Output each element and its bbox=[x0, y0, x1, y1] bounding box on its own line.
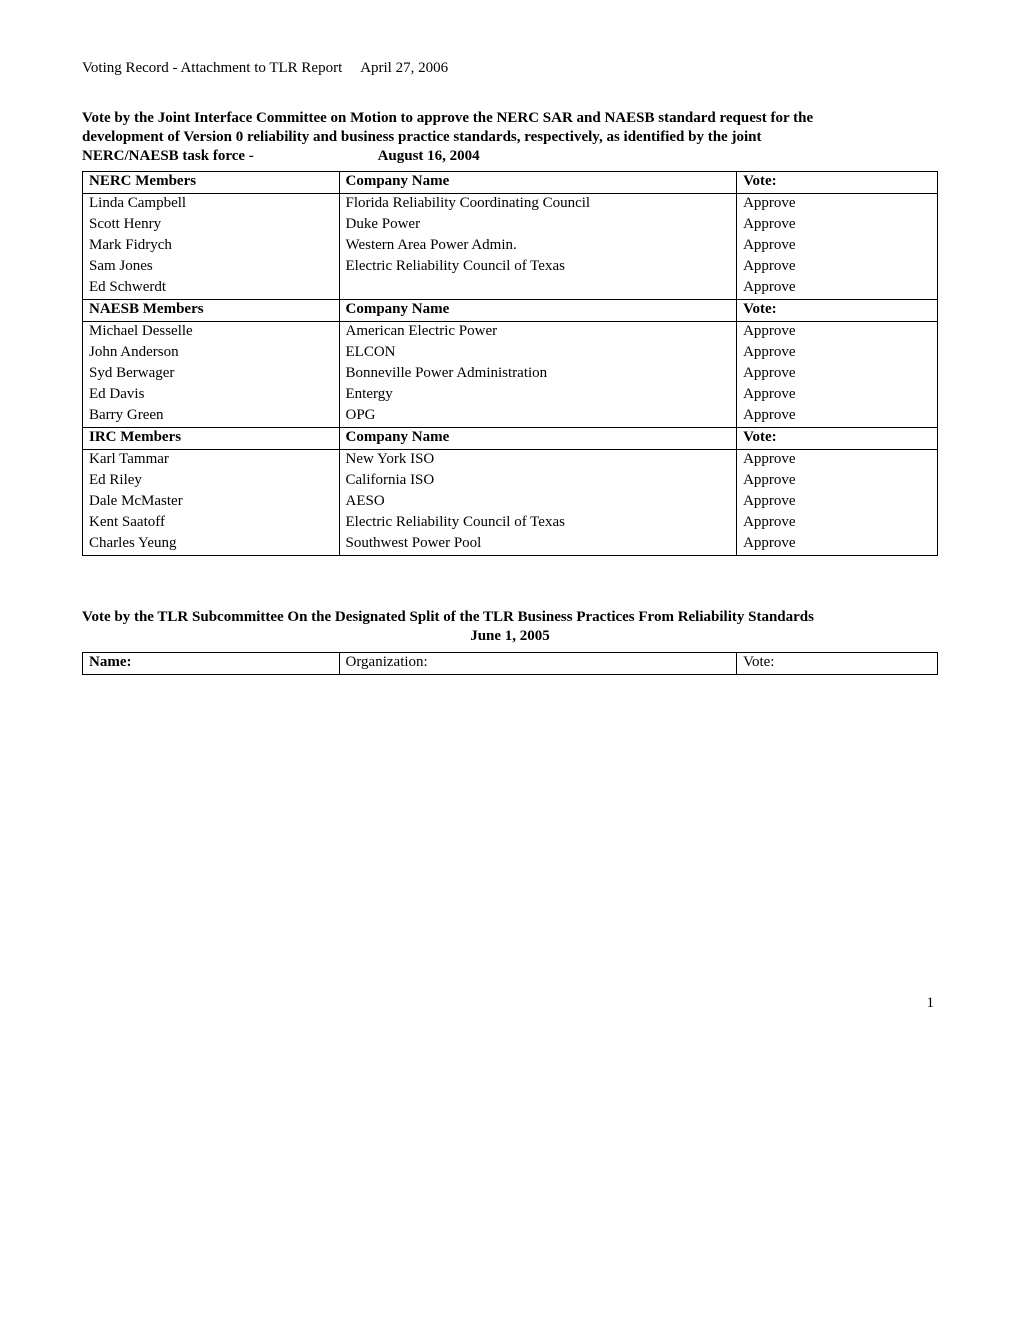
table-row: Michael DesselleAmerican Electric PowerA… bbox=[83, 322, 938, 344]
table-row: Charles YeungSouthwest Power PoolApprove bbox=[83, 534, 938, 556]
table-header-cell: IRC Members bbox=[83, 428, 340, 450]
section2-title-block: Vote by the TLR Subcommittee On the Desi… bbox=[82, 608, 938, 646]
table-cell: Approve bbox=[737, 364, 938, 385]
table-cell: Bonneville Power Administration bbox=[339, 364, 737, 385]
table-cell: Approve bbox=[737, 322, 938, 344]
section2-table: Name:Organization:Vote: bbox=[82, 652, 938, 675]
header-date: April 27, 2006 bbox=[360, 60, 448, 76]
table-cell: Charles Yeung bbox=[83, 534, 340, 556]
table-cell: AESO bbox=[339, 492, 737, 513]
page-header: Voting Record - Attachment to TLR Report… bbox=[82, 60, 938, 77]
table-header-cell: Vote: bbox=[737, 300, 938, 322]
table-row: Karl TammarNew York ISOApprove bbox=[83, 450, 938, 472]
table-cell: Approve bbox=[737, 534, 938, 556]
table-cell: Approve bbox=[737, 194, 938, 216]
table-cell: Syd Berwager bbox=[83, 364, 340, 385]
section1-title-line3: NERC/NAESB task force - bbox=[82, 148, 254, 164]
table-cell: Florida Reliability Coordinating Council bbox=[339, 194, 737, 216]
table-row: Linda CampbellFlorida Reliability Coordi… bbox=[83, 194, 938, 216]
section2-date: June 1, 2005 bbox=[82, 627, 938, 646]
table-cell: OPG bbox=[339, 406, 737, 428]
table-cell: Electric Reliability Council of Texas bbox=[339, 513, 737, 534]
table-cell: Western Area Power Admin. bbox=[339, 236, 737, 257]
table-cell: Ed Davis bbox=[83, 385, 340, 406]
table-cell: Approve bbox=[737, 406, 938, 428]
table-cell: Dale McMaster bbox=[83, 492, 340, 513]
table-cell: Approve bbox=[737, 450, 938, 472]
section1-title-line2: development of Version 0 reliability and… bbox=[82, 129, 761, 145]
table-cell: New York ISO bbox=[339, 450, 737, 472]
table-cell: California ISO bbox=[339, 471, 737, 492]
table-header-cell: Vote: bbox=[737, 428, 938, 450]
table-cell: Approve bbox=[737, 343, 938, 364]
table-row: John AndersonELCONApprove bbox=[83, 343, 938, 364]
table-cell: Mark Fidrych bbox=[83, 236, 340, 257]
table-cell: Karl Tammar bbox=[83, 450, 340, 472]
table-cell: Kent Saatoff bbox=[83, 513, 340, 534]
table-cell: American Electric Power bbox=[339, 322, 737, 344]
table-row: Ed DavisEntergyApprove bbox=[83, 385, 938, 406]
table-header-cell: NAESB Members bbox=[83, 300, 340, 322]
section1-table: NERC MembersCompany NameVote:Linda Campb… bbox=[82, 171, 938, 556]
table-cell: Ed Schwerdt bbox=[83, 278, 340, 300]
table-header-cell: Vote: bbox=[737, 652, 938, 674]
table-header-cell: Organization: bbox=[339, 652, 737, 674]
header-left: Voting Record - Attachment to TLR Report bbox=[82, 60, 342, 76]
table-section-header: NERC MembersCompany NameVote: bbox=[83, 172, 938, 194]
table-cell bbox=[339, 278, 737, 300]
table-cell: Approve bbox=[737, 278, 938, 300]
table-cell: Approve bbox=[737, 257, 938, 278]
table-cell: Electric Reliability Council of Texas bbox=[339, 257, 737, 278]
table-cell: ELCON bbox=[339, 343, 737, 364]
table-section-header: NAESB MembersCompany NameVote: bbox=[83, 300, 938, 322]
table-header-cell: Company Name bbox=[339, 300, 737, 322]
table-row: Kent SaatoffElectric Reliability Council… bbox=[83, 513, 938, 534]
table-cell: Michael Desselle bbox=[83, 322, 340, 344]
table-section-header: IRC MembersCompany NameVote: bbox=[83, 428, 938, 450]
page-number: 1 bbox=[82, 995, 938, 1012]
table-cell: Scott Henry bbox=[83, 215, 340, 236]
table-cell: Approve bbox=[737, 492, 938, 513]
table-row: Scott HenryDuke PowerApprove bbox=[83, 215, 938, 236]
table-cell: Southwest Power Pool bbox=[339, 534, 737, 556]
table-row: Syd BerwagerBonneville Power Administrat… bbox=[83, 364, 938, 385]
table-cell: John Anderson bbox=[83, 343, 340, 364]
table-row: Ed RileyCalifornia ISOApprove bbox=[83, 471, 938, 492]
section1-title-date: August 16, 2004 bbox=[378, 147, 480, 166]
section1-title: Vote by the Joint Interface Committee on… bbox=[82, 109, 938, 165]
table-cell: Approve bbox=[737, 236, 938, 257]
table-cell: Approve bbox=[737, 215, 938, 236]
table-cell: Approve bbox=[737, 385, 938, 406]
section2-title: Vote by the TLR Subcommittee On the Desi… bbox=[82, 609, 814, 625]
table-header-cell: Company Name bbox=[339, 172, 737, 194]
table-cell: Linda Campbell bbox=[83, 194, 340, 216]
table-header-cell: NERC Members bbox=[83, 172, 340, 194]
table-row: Ed Schwerdt Approve bbox=[83, 278, 938, 300]
table-header-cell: Name: bbox=[83, 652, 340, 674]
table-cell: Approve bbox=[737, 513, 938, 534]
table-cell: Sam Jones bbox=[83, 257, 340, 278]
table-header-cell: Company Name bbox=[339, 428, 737, 450]
table-row: Barry GreenOPGApprove bbox=[83, 406, 938, 428]
table-cell: Duke Power bbox=[339, 215, 737, 236]
table-row: Sam JonesElectric Reliability Council of… bbox=[83, 257, 938, 278]
table-cell: Entergy bbox=[339, 385, 737, 406]
table-header-cell: Vote: bbox=[737, 172, 938, 194]
table-row: Dale McMasterAESOApprove bbox=[83, 492, 938, 513]
table-cell: Barry Green bbox=[83, 406, 340, 428]
section1-title-line1: Vote by the Joint Interface Committee on… bbox=[82, 110, 813, 126]
table-cell: Approve bbox=[737, 471, 938, 492]
table-row: Mark FidrychWestern Area Power Admin.App… bbox=[83, 236, 938, 257]
table-cell: Ed Riley bbox=[83, 471, 340, 492]
table-header-row: Name:Organization:Vote: bbox=[83, 652, 938, 674]
